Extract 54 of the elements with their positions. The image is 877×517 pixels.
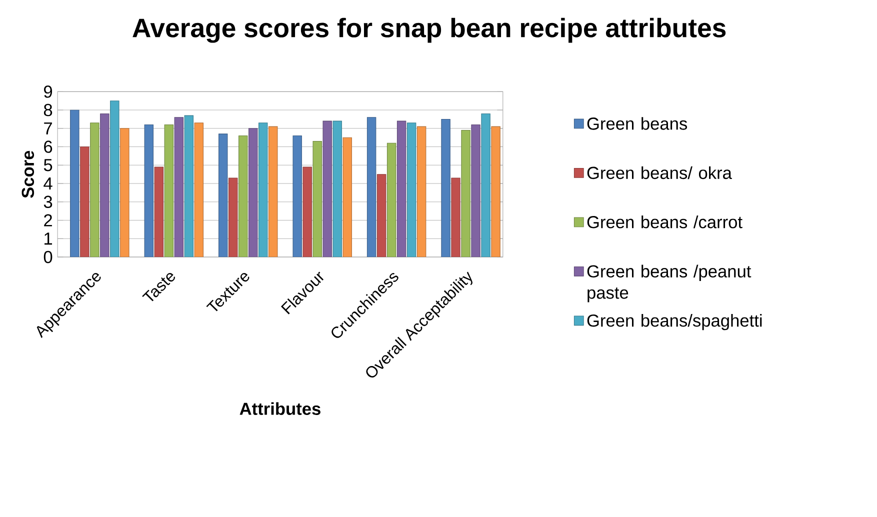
bar	[332, 120, 342, 257]
bar	[228, 178, 238, 257]
legend-label: Green beans/ okra	[587, 166, 732, 180]
bar	[376, 174, 386, 257]
bar	[396, 120, 406, 257]
bar	[100, 113, 110, 257]
y-tick-label: 0	[44, 250, 52, 264]
bar	[416, 126, 426, 257]
y-tick-label: 7	[44, 122, 52, 134]
bar	[441, 118, 450, 257]
y-tick-label: 1	[44, 232, 52, 245]
bar	[238, 135, 248, 257]
bar	[366, 117, 376, 257]
bar	[342, 137, 352, 257]
y-tick-label: 3	[44, 196, 52, 208]
bar	[174, 117, 184, 257]
bar	[184, 115, 194, 257]
y-tick-label: 2	[44, 214, 52, 226]
legend-label: Green beans	[587, 117, 688, 130]
bar	[386, 142, 396, 257]
bar	[471, 124, 480, 257]
bar	[302, 166, 312, 257]
y-tick-label: 4	[44, 178, 52, 190]
bar	[406, 122, 416, 257]
bar	[268, 126, 278, 257]
bar	[248, 128, 258, 257]
bar	[322, 120, 332, 257]
bar	[110, 100, 120, 257]
legend-label: Green beans/spaghetti	[587, 314, 762, 330]
y-tick-label: 8	[44, 104, 52, 116]
bar	[258, 122, 268, 257]
y-tick-label: 5	[44, 159, 52, 172]
bar	[312, 141, 322, 257]
y-axis-title: Score	[22, 150, 34, 198]
bar	[154, 166, 164, 257]
bar	[218, 134, 228, 257]
bar	[164, 124, 174, 257]
bar	[292, 135, 302, 257]
bar	[70, 110, 80, 257]
x-axis-title: Attributes	[240, 402, 320, 415]
legend-label: Green beans /carrot	[587, 216, 742, 228]
legend-label: Green beans /peanut paste	[587, 264, 752, 302]
chart-title: Average scores for snap bean recipe attributes	[132, 18, 726, 43]
y-tick-label: 6	[44, 140, 52, 153]
bar	[481, 113, 490, 257]
bar	[144, 124, 154, 257]
bar	[491, 126, 500, 257]
bar	[80, 146, 90, 257]
bar	[120, 128, 130, 257]
bar	[194, 122, 204, 257]
y-tick-label: 9	[44, 86, 52, 98]
bar	[451, 178, 460, 257]
bar	[461, 130, 470, 257]
bar	[90, 122, 100, 257]
